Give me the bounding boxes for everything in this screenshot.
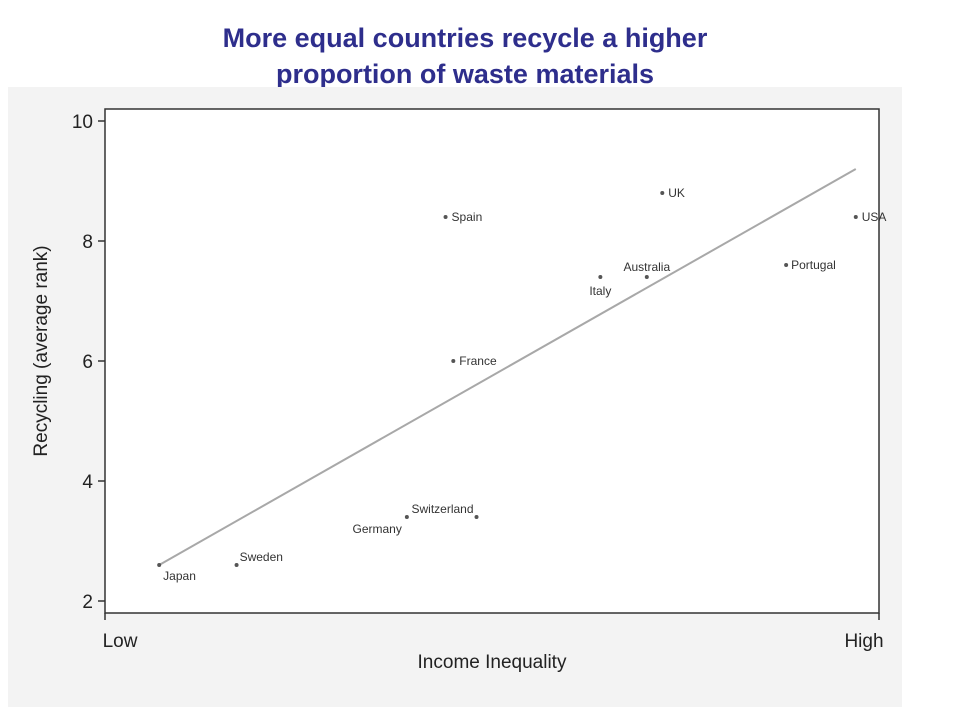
y-tick-label: 6 (82, 352, 93, 373)
plot-area (104, 108, 880, 614)
data-point-label: Portugal (791, 258, 836, 272)
data-point-label: Australia (623, 260, 670, 274)
data-point-label: Spain (452, 210, 483, 224)
data-point-label: Japan (163, 569, 196, 583)
data-point (784, 263, 789, 267)
x-tick-label: Low (103, 631, 138, 652)
data-point (443, 215, 448, 219)
data-point (660, 191, 665, 195)
data-point (474, 515, 479, 519)
y-tick-label: 4 (82, 472, 93, 493)
data-point (404, 515, 409, 519)
y-tick-label: 2 (82, 592, 93, 613)
data-point-label: Germany (353, 522, 402, 536)
data-point (451, 359, 456, 363)
slide-title-line-2: proportion of waste materials (275, 59, 655, 89)
data-point-label: Switzerland (411, 502, 473, 516)
data-point-label: Sweden (240, 550, 283, 564)
data-point-label: Italy (589, 284, 611, 298)
slide-title-line-1: More equal countries recycle a higher (222, 23, 708, 53)
data-point (644, 275, 649, 279)
y-axis-title: Recycling (average rank) (31, 245, 52, 456)
data-point-label: USA (862, 210, 887, 224)
data-point (157, 563, 162, 567)
x-axis-title: Income Inequality (418, 652, 567, 673)
fit-line (158, 168, 857, 566)
scatter-chart: 2 4 6 8 10 Low High Income Inequality Recycling … (31, 108, 887, 673)
data-point-label: France (459, 354, 497, 368)
data-point (598, 275, 603, 279)
data-point-label: UK (668, 186, 685, 200)
data-point (853, 215, 858, 219)
data-point (234, 563, 239, 567)
y-tick-label: 8 (82, 232, 93, 253)
slide-title: More equal countries recycle a higher pr… (0, 20, 930, 92)
chart-panel: 2 4 6 8 10 Low High Income Inequality Recycling … (8, 87, 902, 707)
y-tick-label: 10 (72, 112, 93, 133)
x-tick-label: High (844, 631, 883, 652)
